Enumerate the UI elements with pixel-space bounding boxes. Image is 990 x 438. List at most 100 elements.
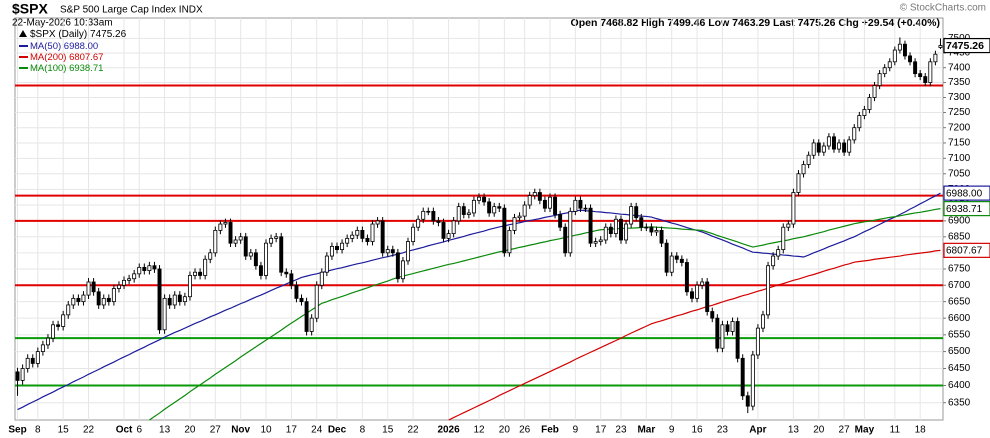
candle-body [862,109,867,116]
candle-layer [15,37,943,414]
candle-body [416,218,421,228]
candle-body [96,291,101,306]
y-tick-label: 7050 [948,168,971,179]
candle-body [345,237,350,244]
candle-body [132,273,137,280]
x-tick-label: 12 [473,425,485,436]
candle-body [918,73,923,78]
candle-body [284,271,289,275]
candle-body [193,271,197,276]
candle-body [821,145,826,153]
candle-body [426,210,431,213]
candle-body [563,226,568,254]
candle-body [167,297,172,306]
y-tick-label: 6400 [948,380,971,391]
candle-body [497,206,502,209]
candle-body [213,229,218,254]
candle-body [502,207,507,254]
candle-body [335,245,339,251]
candle-body [324,255,329,273]
legend-entry: MA(50) 6988.00 [30,41,98,52]
candle-body [487,201,492,214]
x-tick-label: 24 [311,425,323,436]
candle-body [380,220,385,254]
candle-body [451,220,456,234]
candle-body [669,255,674,273]
x-tick-label: Nov [231,425,250,436]
x-tick-label: Sep [8,425,26,436]
x-tick-label: 18 [915,425,927,436]
candle-body [766,265,771,316]
x-tick-label: 2026 [437,425,460,436]
candle-body [755,327,760,356]
candle-body [223,222,228,225]
candle-body [710,311,715,319]
candle-body [177,294,182,303]
candle-body [761,314,765,329]
candle-body [61,314,66,327]
candle-body [294,284,299,299]
candle-body [446,233,451,239]
candle-body [705,281,710,312]
x-tick-label: 20 [184,425,196,436]
y-tick-label: 6700 [948,280,971,291]
candle-body [796,173,801,193]
x-tick-label: 13 [159,425,171,436]
candle-body [248,252,253,257]
candle-body [578,199,583,209]
candle-body [142,266,147,271]
candle-body [573,199,578,212]
x-tick-label: Apr [749,425,766,436]
x-tick-label: 15 [58,425,70,436]
candle-body [406,241,410,262]
legend-value: 7475.26 [90,29,127,40]
candle-body [537,192,542,201]
y-tick-label: 7400 [948,62,971,73]
value-box-label: 6938.71 [946,204,983,215]
x-tick-label: 9 [669,425,675,436]
value-box-label: 6988.00 [946,188,983,199]
candle-body [264,242,268,276]
candle-body [20,368,25,381]
candle-body [522,204,527,217]
candle-body [593,241,598,244]
candle-body [588,207,593,244]
x-tick-label: 23 [717,425,729,436]
candle-body [507,229,512,254]
candle-body [71,297,76,306]
candle-body [25,357,30,369]
candle-body [137,266,142,275]
x-tick-label: 20 [813,425,825,436]
candle-body [613,218,618,234]
y-tick-label: 6750 [948,264,971,275]
candle-body [629,206,634,225]
candle-body [532,192,537,197]
candle-body [162,297,167,331]
ma-layer [17,192,941,421]
legend-marker [19,30,27,37]
grid-layer [15,18,943,420]
candle-body [51,324,56,339]
candle-body [603,226,608,241]
candle-body [938,45,943,48]
x-tick-label: 20 [499,425,511,436]
candle-body [400,260,405,280]
candle-body [837,142,842,150]
legend-name: MA(100) [30,63,66,74]
candle-body [877,73,882,86]
candle-body [619,218,623,241]
candle-body [659,229,664,244]
candle-body [608,226,613,234]
candle-body [471,199,476,214]
candle-body [745,395,750,407]
candle-body [91,281,96,293]
candle-body [715,317,720,349]
candle-body [852,127,857,141]
candle-body [558,214,563,228]
candle-body [811,142,816,156]
candle-body [421,210,426,220]
x-tick-label: 17 [286,425,298,436]
candle-body [933,53,938,63]
candle-body [101,297,106,306]
